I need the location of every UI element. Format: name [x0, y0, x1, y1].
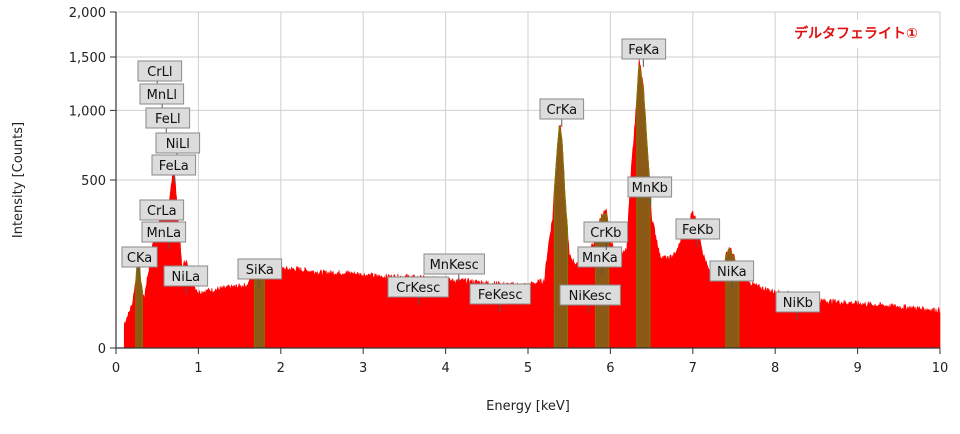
peak-label-sika: SiKa	[237, 258, 283, 287]
y-tick-label: 500	[81, 174, 106, 189]
peak-label-nill: NiLl	[155, 132, 201, 161]
x-tick-label: 8	[771, 361, 779, 376]
peak-label-text: CrLa	[147, 204, 177, 219]
peak-label-text: MnLa	[146, 226, 181, 241]
peak-label-text: NiKesc	[569, 289, 612, 304]
x-tick-label: 0	[112, 361, 120, 376]
peak-label-text: FeKa	[628, 43, 659, 58]
peak-labels: CKa CrLl MnLl FeLl NiLl FeLa CrLa MnLa NiLa SiKa C…	[121, 38, 821, 320]
peak-label-text: CrKesc	[396, 281, 440, 296]
peak-label-text: CrLl	[147, 65, 172, 80]
peak-label-mnkesc: MnKesc	[423, 253, 485, 282]
peak-label-text: FeKesc	[478, 288, 523, 303]
y-tick-label: 0	[98, 342, 106, 357]
peak-label-crla: CrLa	[139, 199, 185, 228]
peak-label-crkb: CrKb	[583, 221, 629, 250]
peak-label-box	[577, 246, 623, 268]
peak-label-text: FeLa	[159, 159, 189, 174]
peak-label-box	[163, 265, 209, 287]
x-tick-label: 9	[853, 361, 861, 376]
peak-label-box	[121, 246, 158, 268]
peak-label-box	[675, 218, 721, 240]
peak-label-box	[145, 107, 191, 129]
x-tick-label: 4	[441, 361, 449, 376]
y-axis-label: Intensity [Counts]	[11, 122, 26, 238]
peak-label-box	[709, 260, 755, 282]
peak-label-box	[469, 283, 531, 305]
peak-label-box	[423, 253, 485, 275]
peak-label-box	[151, 154, 197, 176]
peak-label-mnka: MnKa	[577, 246, 623, 275]
x-tick-label: 6	[606, 361, 614, 376]
peak-label-text: MnKb	[632, 181, 668, 196]
peak-label-nikesc: NiKesc	[559, 284, 621, 313]
peak-label-fekesc: FeKesc	[469, 283, 531, 312]
x-tick-label: 2	[277, 361, 285, 376]
peak-label-text: NiLa	[172, 270, 201, 285]
peak-label-box	[139, 199, 185, 221]
peak-label-text: MnKa	[582, 251, 618, 266]
peak-label-fell: FeLl	[145, 107, 191, 136]
peak-label-box	[583, 221, 629, 243]
peak-label-text: MnKesc	[430, 258, 479, 273]
y-tick-label: 1,000	[69, 104, 106, 119]
peak-highlight	[636, 65, 651, 349]
peak-label-crll: CrLl	[137, 60, 183, 89]
peak-label-text: NiLl	[166, 137, 190, 152]
peak-label-fela: FeLa	[151, 154, 197, 183]
peak-label-fekb: FeKb	[675, 218, 721, 247]
peak-label-box	[539, 98, 585, 120]
x-tick-label: 5	[524, 361, 532, 376]
peak-label-text: SiKa	[246, 263, 274, 278]
peak-label-box	[237, 258, 283, 280]
peak-label-box	[559, 284, 621, 306]
peak-label-cka: CKa	[121, 246, 158, 275]
peak-label-text: FeLl	[155, 112, 181, 127]
peak-label-box	[141, 221, 187, 243]
y-tick-label: 1,500	[69, 51, 106, 66]
peak-label-text: FeKb	[682, 223, 714, 238]
peak-label-box	[627, 176, 673, 198]
chart-title: デルタフェライト①	[794, 25, 918, 42]
x-tick-label: 3	[359, 361, 367, 376]
peak-label-box	[137, 60, 183, 82]
peak-label-text: NiKb	[783, 296, 813, 311]
peak-label-box	[387, 276, 449, 298]
x-tick-label: 7	[689, 361, 697, 376]
peak-highlight	[553, 125, 569, 349]
y-tick-label: 2,000	[69, 6, 106, 21]
peak-label-nikb: NiKb	[775, 291, 821, 320]
peak-label-text: CKa	[127, 251, 152, 266]
peak-label-crkesc: CrKesc	[387, 276, 449, 305]
peak-label-text: MnLl	[147, 88, 177, 103]
peak-label-box	[139, 83, 185, 105]
peak-label-mnla: MnLa	[141, 221, 187, 250]
peak-label-text: CrKa	[546, 103, 577, 118]
peak-label-text: NiKa	[717, 265, 747, 280]
peak-label-box	[155, 132, 201, 154]
x-tick-label: 1	[194, 361, 202, 376]
peak-label-feka: FeKa	[621, 38, 667, 67]
peak-label-box	[621, 38, 667, 60]
x-tick-label: 10	[932, 361, 949, 376]
x-axis-label: Energy [keV]	[486, 399, 570, 414]
peak-label-nika: NiKa	[709, 260, 755, 289]
axes: 0 1 2 3 4 5 6 7 8 9 10 0 500 1,000 1,500 2,000	[69, 6, 948, 376]
peak-label-text: CrKb	[590, 226, 621, 241]
peak-label-box	[775, 291, 821, 313]
chart-title-box: デルタフェライト①	[776, 20, 936, 48]
peak-label-mnkb: MnKb	[627, 176, 673, 205]
peak-label-crka: CrKa	[539, 98, 585, 127]
peak-label-nila: NiLa	[163, 265, 209, 294]
